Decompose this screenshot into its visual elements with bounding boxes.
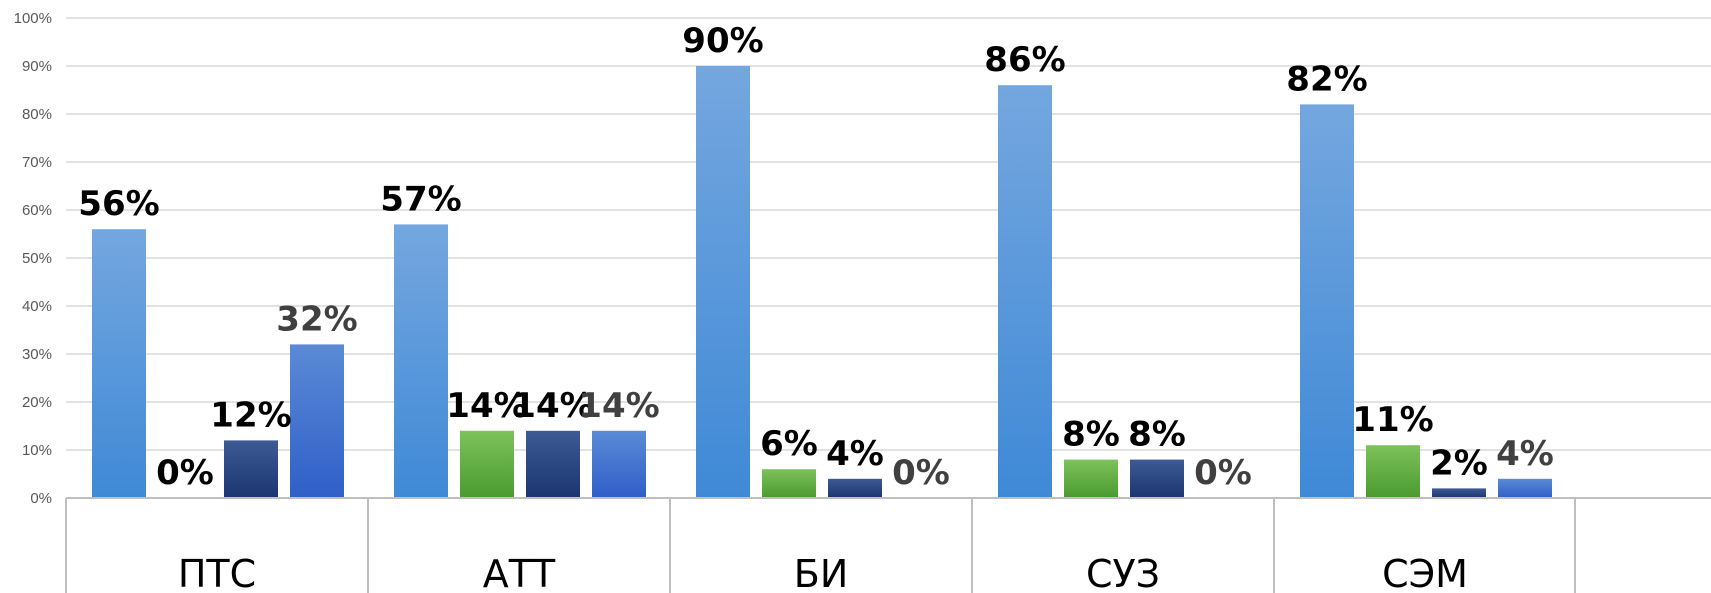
x-axis: ПТС АТТ БИ СУЗ СЭМ [65,497,1711,593]
data-label: 4% [1496,434,1554,474]
data-label: 4% [826,434,884,474]
data-label: 32% [276,299,357,339]
data-label: 12% [210,395,291,435]
bar [526,430,580,498]
category-label: БИ [794,552,849,593]
bar [1498,478,1552,498]
bar [394,224,448,498]
y-tick-label: 50% [22,250,52,267]
bar [696,66,750,498]
bars [92,66,1552,499]
y-tick-label: 20% [22,394,52,411]
data-label: 8% [1062,415,1120,455]
y-tick-label: 80% [22,106,52,123]
y-tick-label: 30% [22,346,52,363]
category-label: АТТ [483,552,556,593]
data-label: 56% [78,184,159,224]
data-label: 57% [380,179,461,219]
category-label: ПТС [178,552,256,593]
bar [1300,104,1354,499]
data-label: 82% [1286,59,1367,99]
bar [1432,488,1486,498]
y-tick-label: 10% [22,442,52,459]
category-label: СЭМ [1382,552,1468,593]
bar [1366,445,1420,498]
y-tick-label: 100% [14,10,52,27]
bar [998,85,1052,498]
data-label: 0% [892,453,950,493]
data-label: 11% [1352,400,1433,440]
category-label: СУЗ [1086,552,1160,593]
data-label: 90% [682,21,763,61]
y-axis: 0% 10% 20% 30% 40% 50% 60% 70% 80% 90% 100% [14,10,52,507]
data-label: 6% [760,424,818,464]
y-tick-label: 60% [22,202,52,219]
data-labels: 56%0%12%32%57%14%14%14%90%6% 4% 0%86%8% 8%0… [78,21,1554,493]
data-label: 0% [156,453,214,493]
bar [592,430,646,498]
bar [1064,459,1118,498]
data-label: 8% [1128,415,1186,455]
data-label: 0% [1194,453,1252,493]
y-tick-label: 40% [22,298,52,315]
data-label: 2% [1430,443,1488,483]
y-tick-label: 90% [22,58,52,75]
bar [92,229,146,498]
bar [762,469,816,498]
bar [1130,459,1184,498]
data-label: 14% [512,386,593,426]
data-label: 14% [578,386,659,426]
bar [224,440,278,498]
bar [290,344,344,498]
y-tick-label: 0% [30,490,52,507]
bar [828,478,882,498]
data-label: 86% [984,40,1065,80]
bar [460,430,514,498]
y-tick-label: 70% [22,154,52,171]
data-label: 14% [446,386,527,426]
